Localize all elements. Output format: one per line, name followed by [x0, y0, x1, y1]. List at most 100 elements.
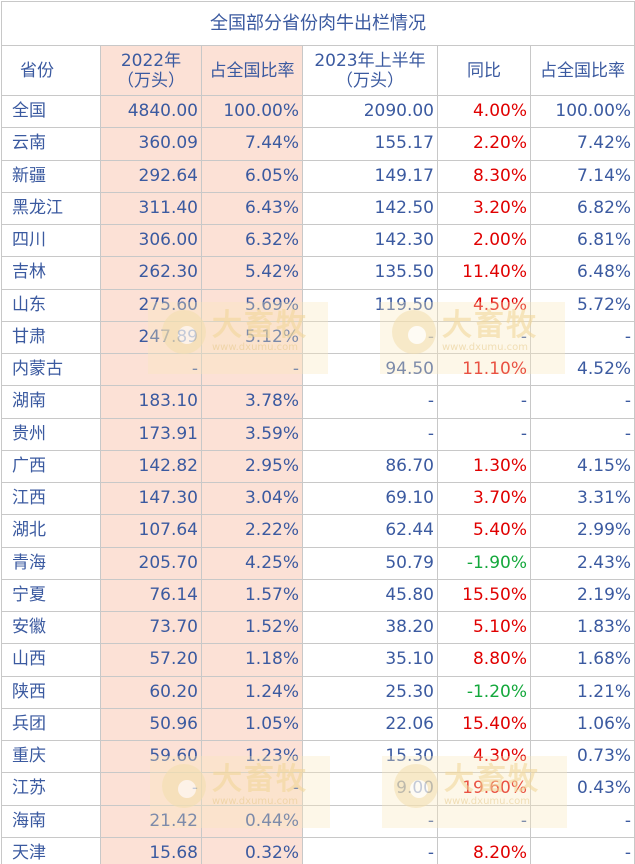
table-row: 安徽 73.70 1.52% 38.20 5.10% 1.83%: [1, 610, 635, 645]
value-2023h1-cell: 50.79: [302, 546, 438, 580]
province-cell: 兵团: [1, 707, 101, 742]
value-2022-cell: 59.60: [100, 739, 202, 774]
value-2023h1-cell: 142.30: [302, 223, 438, 258]
share-2022-cell: 4.25%: [201, 546, 303, 580]
share-2022-cell: 6.43%: [201, 191, 303, 226]
share-2022-cell: 2.22%: [201, 514, 303, 548]
table-row: 江西 147.30 3.04% 69.10 3.70% 3.31%: [1, 481, 635, 516]
province-cell: 全国: [1, 94, 101, 129]
table-row: 重庆 59.60 1.23% 15.30 4.30% 0.73%: [1, 739, 635, 774]
province-cell: 新疆: [1, 159, 101, 193]
yoy-cell: 11.40%: [437, 256, 531, 290]
share-2023-cell: 5.72%: [529, 288, 635, 322]
share-2022-cell: 1.23%: [201, 739, 303, 774]
share-2023-cell: -: [529, 417, 635, 451]
header-province: 省份: [1, 45, 101, 96]
yoy-cell: -: [437, 804, 531, 838]
value-2022-cell: 275.60: [100, 288, 202, 322]
share-2023-cell: 6.81%: [529, 223, 635, 258]
share-2022-cell: 0.44%: [201, 804, 303, 838]
value-2023h1-cell: 9.00: [302, 772, 438, 806]
yoy-cell: 5.40%: [437, 514, 531, 548]
yoy-cell: 4.00%: [437, 94, 531, 129]
table-row: 湖北 107.64 2.22% 62.44 5.40% 2.99%: [1, 514, 635, 548]
share-2023-cell: 2.99%: [529, 514, 635, 548]
share-2023-cell: 1.06%: [529, 707, 635, 742]
province-cell: 贵州: [1, 417, 101, 451]
yoy-cell: 3.70%: [437, 481, 531, 516]
header-yoy: 同比: [437, 45, 531, 96]
table-row: 吉林 262.30 5.42% 135.50 11.40% 6.48%: [1, 256, 635, 290]
value-2022-cell: 15.68: [100, 836, 202, 864]
yoy-cell: 8.30%: [437, 159, 531, 193]
share-2023-cell: 4.15%: [529, 449, 635, 484]
value-2023h1-cell: 142.50: [302, 191, 438, 226]
share-2023-cell: 3.31%: [529, 481, 635, 516]
value-2022-cell: 50.96: [100, 707, 202, 742]
value-2022-cell: 4840.00: [100, 94, 202, 129]
value-2023h1-cell: 94.50: [302, 352, 438, 387]
province-cell: 甘肃: [1, 320, 101, 355]
value-2023h1-cell: -: [302, 320, 438, 355]
value-2022-cell: 306.00: [100, 223, 202, 258]
province-cell: 吉林: [1, 256, 101, 290]
province-cell: 青海: [1, 546, 101, 580]
table-row: 新疆 292.64 6.05% 149.17 8.30% 7.14%: [1, 159, 635, 193]
value-2022-cell: 311.40: [100, 191, 202, 226]
province-cell: 海南: [1, 804, 101, 838]
share-2022-cell: 1.24%: [201, 675, 303, 709]
table-row: 湖南 183.10 3.78% - - -: [1, 385, 635, 419]
table-row: 宁夏 76.14 1.57% 45.80 15.50% 2.19%: [1, 578, 635, 613]
share-2023-cell: 6.48%: [529, 256, 635, 290]
province-cell: 黑龙江: [1, 191, 101, 226]
share-2023-cell: 6.82%: [529, 191, 635, 226]
yoy-cell: -: [437, 320, 531, 355]
share-2023-cell: 7.14%: [529, 159, 635, 193]
table-body: 全国 4840.00 100.00% 2090.00 4.00% 100.00% 云南 360…: [1, 94, 635, 864]
value-2023h1-cell: 38.20: [302, 610, 438, 645]
table-row: 全国 4840.00 100.00% 2090.00 4.00% 100.00%: [1, 94, 635, 129]
share-2022-cell: 1.57%: [201, 578, 303, 613]
share-2022-cell: 2.95%: [201, 449, 303, 484]
header-2022: 2022年 （万头）: [100, 45, 202, 96]
share-2022-cell: -: [201, 772, 303, 806]
yoy-cell: 4.30%: [437, 739, 531, 774]
share-2022-cell: 1.52%: [201, 610, 303, 645]
value-2023h1-cell: -: [302, 836, 438, 864]
value-2023h1-cell: 15.30: [302, 739, 438, 774]
yoy-cell: -: [437, 417, 531, 451]
province-cell: 江西: [1, 481, 101, 516]
province-cell: 重庆: [1, 739, 101, 774]
table-row: 江苏 - -9.00 19.60% 0.43%: [1, 772, 635, 806]
share-2022-cell: 1.05%: [201, 707, 303, 742]
share-2022-cell: 0.32%: [201, 836, 303, 864]
value-2022-cell: 292.64: [100, 159, 202, 193]
yoy-cell: 8.80%: [437, 643, 531, 677]
table-row: 云南 360.09 7.44% 155.17 2.20% 7.42%: [1, 127, 635, 161]
table-row: 四川 306.00 6.32% 142.30 2.00% 6.81%: [1, 223, 635, 258]
value-2023h1-cell: 86.70: [302, 449, 438, 484]
value-2022-cell: 360.09: [100, 127, 202, 161]
province-cell: 云南: [1, 127, 101, 161]
share-2023-cell: -: [529, 804, 635, 838]
share-2022-cell: 5.12%: [201, 320, 303, 355]
table-row: 海南 21.42 0.44% - - -: [1, 804, 635, 838]
value-2023h1-cell: 2090.00: [302, 94, 438, 129]
yoy-cell: -1.90%: [437, 546, 531, 580]
province-cell: 陕西: [1, 675, 101, 709]
header-2023h1: 2023年上半年 （万头）: [302, 45, 438, 96]
table-row: 山西 57.20 1.18% 35.10 8.80% 1.68%: [1, 643, 635, 677]
value-2023h1-cell: 155.17: [302, 127, 438, 161]
header-2022-share: 占全国比率: [201, 45, 303, 96]
value-2022-cell: 142.82: [100, 449, 202, 484]
value-2023h1-cell: 35.10: [302, 643, 438, 677]
share-2022-cell: 3.04%: [201, 481, 303, 516]
yoy-cell: 8.20%: [437, 836, 531, 864]
yoy-cell: 15.50%: [437, 578, 531, 613]
share-2023-cell: -: [529, 836, 635, 864]
yoy-cell: -: [437, 385, 531, 419]
share-2022-cell: 6.05%: [201, 159, 303, 193]
share-2022-cell: 5.42%: [201, 256, 303, 290]
value-2022-cell: 57.20: [100, 643, 202, 677]
